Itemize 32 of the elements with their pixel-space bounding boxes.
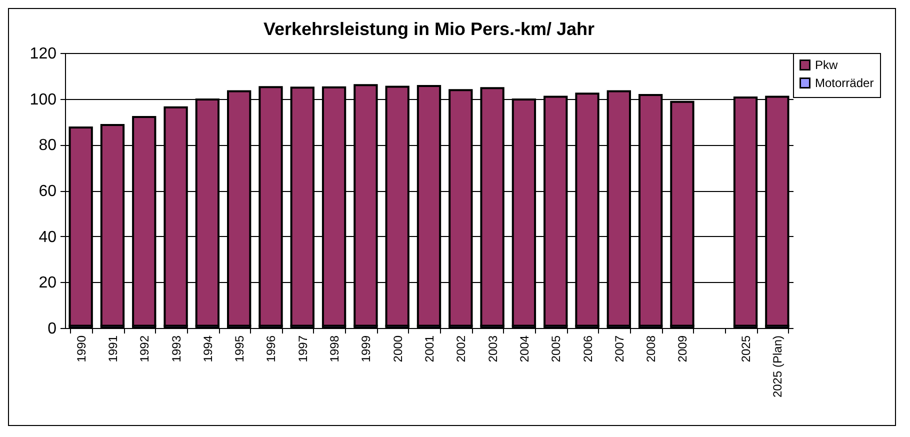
y-tick-label: 120 (30, 46, 57, 62)
x-tick-label: 1997 (296, 335, 310, 362)
x-tick-label: 2005 (549, 335, 564, 362)
x-tick-label: 1995 (232, 335, 247, 362)
y-tick-label: 40 (38, 228, 57, 246)
x-tick-label: 1999 (359, 335, 374, 362)
x-tick-label: 2001 (422, 335, 436, 362)
x-tick-label: 1998 (328, 335, 342, 362)
x-tick-label: 2006 (580, 335, 595, 362)
x-tick-label: 1990 (74, 335, 88, 362)
x-tick-label: 2004 (517, 335, 532, 362)
x-tick-label: 2000 (390, 335, 405, 362)
y-tick-label: 60 (38, 183, 57, 200)
x-tick-label: 1992 (138, 335, 152, 362)
y-tick-label: 20 (38, 274, 57, 292)
x-tick-label: 2003 (486, 335, 500, 362)
y-tick-label: 100 (30, 91, 57, 108)
y-tick-label: 0 (48, 320, 57, 338)
x-tick-label: 2025 (Plan) (770, 336, 785, 398)
x-tick-label: 1994 (200, 335, 215, 362)
x-tick-label: 2002 (454, 335, 468, 362)
y-tick-label: 80 (38, 137, 57, 154)
chart-title: Verkehrsleistung in Mio Pers.-km/ Jahr (263, 19, 595, 39)
x-tick-label: 1991 (106, 335, 120, 362)
x-tick-label: 2007 (612, 335, 626, 362)
x-tick-label: 2025 (739, 335, 754, 362)
legend-label: Pkw (815, 58, 838, 72)
x-tick-label: 2009 (676, 335, 690, 362)
legend-label: Motorräder (815, 76, 874, 90)
x-tick-label: 1993 (169, 335, 184, 362)
x-tick-label: 2008 (644, 335, 658, 362)
x-tick-label: 1996 (264, 335, 278, 362)
